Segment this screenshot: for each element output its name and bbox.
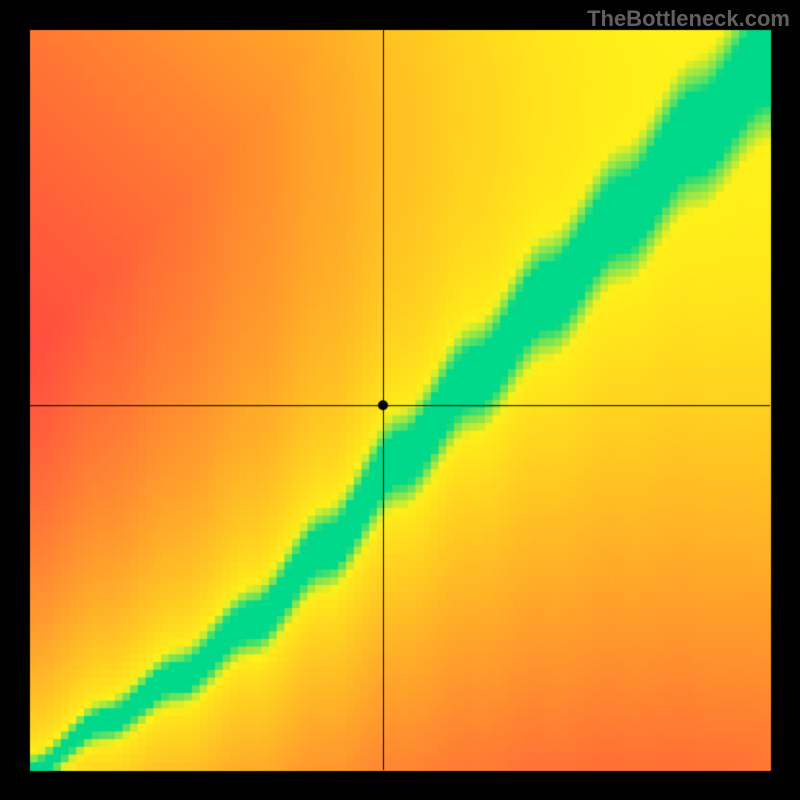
- bottleneck-heatmap: [0, 0, 800, 800]
- chart-container: TheBottleneck.com: [0, 0, 800, 800]
- watermark-text: TheBottleneck.com: [587, 6, 790, 32]
